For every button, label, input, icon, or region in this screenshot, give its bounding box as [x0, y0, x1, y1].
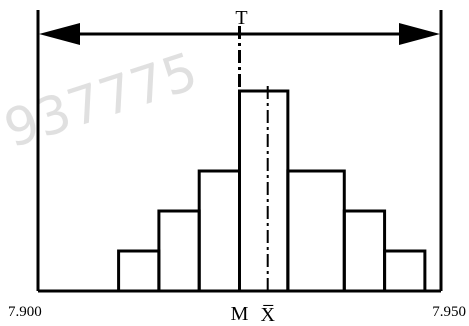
histogram-bar	[342, 209, 387, 293]
histogram-bar	[197, 169, 241, 293]
watermark: 937775	[0, 42, 205, 160]
bars-layer	[117, 89, 427, 293]
center-label: M	[231, 303, 249, 325]
tolerance-label: T	[235, 7, 247, 29]
histogram-bar	[383, 249, 427, 293]
histogram-bar	[238, 89, 290, 293]
tick-label-upper: 7.950	[432, 304, 466, 320]
tolerance-arrow-right-head	[399, 23, 440, 45]
histogram-bar	[286, 169, 346, 293]
histogram-bar	[157, 209, 201, 293]
tolerance-arrow-left-head	[39, 23, 80, 45]
tick-label-lower: 7.900	[8, 304, 42, 320]
mean-label: X̅	[260, 304, 275, 326]
histogram-bar	[117, 249, 161, 293]
